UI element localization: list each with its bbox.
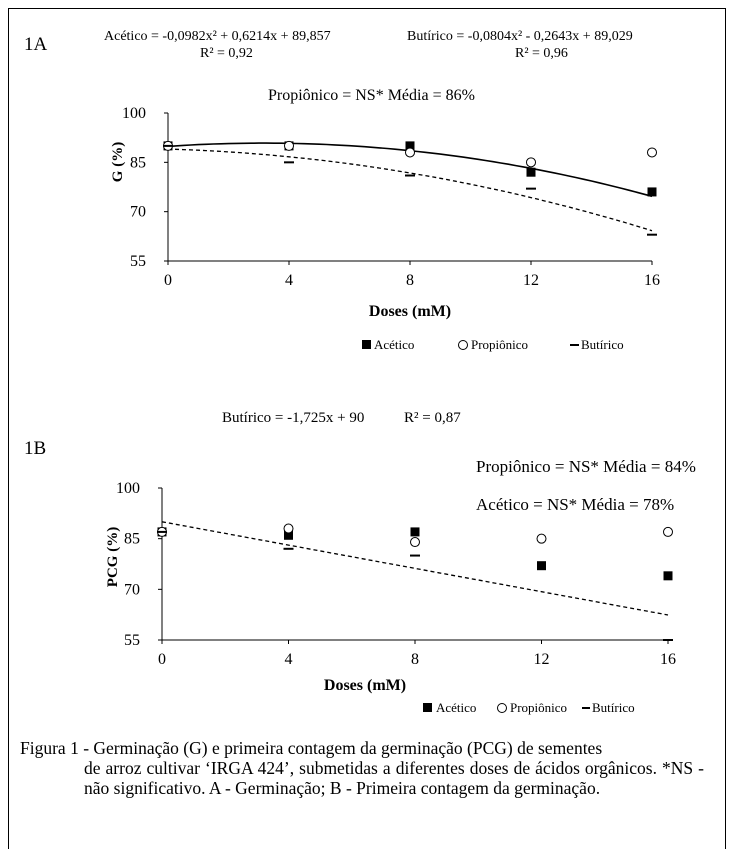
panel-1a-point-propionico	[405, 147, 415, 158]
panel-1a-legend: Acético Propiônico Butírico	[362, 337, 624, 352]
figure-chart-area: 1A Acético = -0,0982x² + 0,6214x + 89,85…	[24, 29, 696, 715]
panel-1b-x-tick-label: 0	[158, 651, 166, 668]
legend-propionico-label: Propiônico	[510, 700, 567, 715]
legend-propionico-label: Propiônico	[471, 337, 528, 352]
panel-1a-point-acetico	[405, 141, 415, 151]
panel-1a-y-ticks: 55 70 85 100	[122, 105, 168, 270]
panel-1a-point-propionico	[526, 157, 536, 168]
panel-1b-point-propionico	[663, 526, 673, 537]
panel-1b-x-ticks: 0 4 8 12 16	[158, 640, 676, 668]
panel-1b-y-axis-label: PCG (%)	[105, 527, 121, 587]
panel-1a-fit-butirico	[167, 148, 653, 232]
panel-1b-points	[157, 523, 673, 641]
panel-1b: Butírico = -1,725x + 90 R² = 0,87 1B Pro…	[24, 410, 696, 715]
panel-1b-fit-butirico	[161, 521, 669, 616]
panel-1a-x-axis-label: Doses (mM)	[369, 303, 451, 320]
legend-butirico-label: Butírico	[581, 337, 624, 352]
panel-1b-point-propionico	[410, 537, 420, 548]
panel-1b-x-axis-label: Doses (mM)	[324, 677, 406, 694]
legend-acetico-marker	[423, 703, 432, 712]
panel-1a-eq-acetico: Acético = -0,0982x² + 0,6214x + 89,857	[104, 29, 331, 44]
panel-1b-x-tick-label: 12	[534, 651, 550, 668]
panel-1a-x-tick-label: 0	[164, 272, 172, 289]
legend-acetico-label: Acético	[436, 700, 476, 715]
panel-1a-y-tick-label: 55	[130, 253, 146, 270]
panel-1b-label: 1B	[24, 438, 46, 459]
panel-1a-y-tick-label: 70	[130, 204, 146, 221]
legend-butirico-label: Butírico	[592, 700, 635, 715]
panel-1a: 1A Acético = -0,0982x² + 0,6214x + 89,85…	[24, 29, 660, 352]
panel-1b-legend: Acético Propiônico Butírico	[423, 700, 635, 715]
figure-caption-rest: de arroz cultivar ‘IRGA 424’, submetidas…	[84, 758, 704, 798]
legend-propionico-marker	[458, 340, 468, 350]
panel-1a-y-axis-label: G (%)	[110, 142, 126, 182]
panel-1b-x-tick-label: 4	[285, 651, 293, 668]
panel-1b-x-tick-label: 8	[411, 651, 419, 668]
panel-1b-point-propionico	[283, 523, 294, 534]
legend-propionico-marker	[497, 703, 507, 713]
panel-1a-point-acetico	[526, 167, 536, 177]
panel-1a-x-tick-label: 4	[285, 272, 293, 289]
panel-1a-y-tick-label: 85	[130, 154, 146, 171]
panel-1b-point-acetico	[663, 571, 673, 581]
figure-frame	[8, 8, 726, 849]
panel-1a-r2-acetico: R² = 0,92	[200, 46, 253, 61]
panel-1a-x-tick-label: 12	[523, 272, 539, 289]
panel-1b-x-tick-label: 16	[660, 651, 676, 668]
panel-1b-y-tick-label: 55	[124, 632, 140, 649]
panel-1b-y-ticks: 55 70 85 100	[116, 480, 162, 649]
panel-1b-point-propionico	[536, 533, 547, 544]
legend-acetico-label: Acético	[374, 337, 414, 352]
panel-1a-label: 1A	[24, 34, 48, 55]
panel-1a-point-propionico	[647, 147, 657, 158]
panel-1b-y-tick-label: 70	[124, 581, 140, 598]
panel-1a-x-ticks: 0 4 8 12 16	[164, 261, 660, 289]
panel-1b-y-tick-label: 100	[116, 480, 140, 497]
panel-1b-y-tick-label: 85	[124, 531, 140, 548]
panel-1a-x-tick-label: 16	[644, 272, 660, 289]
panel-1b-acetico-note: Acético = NS* Média = 78%	[476, 495, 674, 514]
panel-1a-r2-butirico: R² = 0,96	[515, 46, 568, 61]
panel-1b-point-acetico	[284, 530, 293, 540]
legend-acetico-marker	[362, 340, 371, 349]
panel-1b-point-acetico	[410, 527, 420, 537]
figure-caption-first-line: Figura 1 - Germinação (G) e primeira con…	[20, 738, 603, 758]
panel-1a-y-tick-label: 100	[122, 105, 146, 122]
panel-1a-point-acetico	[647, 187, 657, 197]
panel-1b-eq-butirico: Butírico = -1,725x + 90	[222, 410, 364, 426]
panel-1a-points	[163, 140, 657, 236]
panel-1a-eq-butirico: Butírico = -0,0804x² - 0,2643x + 89,029	[407, 29, 633, 44]
panel-1a-x-tick-label: 8	[406, 272, 414, 289]
panel-1b-point-acetico	[537, 561, 546, 571]
panel-1b-r2-butirico: R² = 0,87	[404, 410, 461, 426]
panel-1b-propionico-note: Propiônico = NS* Média = 84%	[476, 457, 696, 476]
panel-1a-propionico-note: Propiônico = NS* Média = 86%	[268, 87, 475, 104]
panel-1a-point-propionico	[284, 140, 294, 151]
